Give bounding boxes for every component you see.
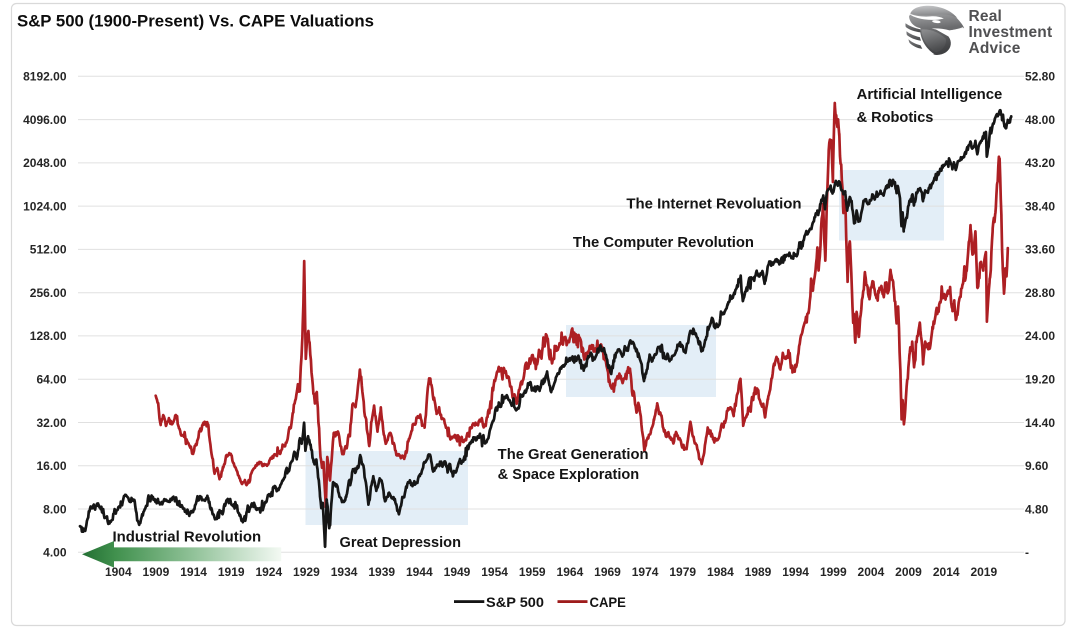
- svg-text:& Space Exploration: & Space Exploration: [498, 467, 640, 483]
- svg-text:Industrial Revolution: Industrial Revolution: [113, 529, 262, 545]
- svg-text:& Robotics: & Robotics: [857, 110, 934, 126]
- svg-text:1954: 1954: [481, 565, 508, 579]
- svg-text:1969: 1969: [594, 565, 621, 579]
- svg-text:1924: 1924: [255, 565, 282, 579]
- svg-text:Advice: Advice: [969, 40, 1021, 57]
- svg-text:1919: 1919: [218, 565, 245, 579]
- svg-text:8.00: 8.00: [43, 502, 67, 516]
- svg-text:52.80: 52.80: [1025, 70, 1055, 84]
- svg-text:1974: 1974: [632, 565, 659, 579]
- svg-text:1929: 1929: [293, 565, 320, 579]
- svg-text:19.20: 19.20: [1025, 373, 1055, 387]
- svg-text:14.40: 14.40: [1025, 416, 1055, 430]
- svg-text:1959: 1959: [519, 565, 546, 579]
- svg-text:4096.00: 4096.00: [23, 113, 67, 127]
- svg-text:The Internet Revoluation: The Internet Revoluation: [626, 196, 801, 212]
- svg-text:48.00: 48.00: [1025, 113, 1055, 127]
- svg-text:32.00: 32.00: [36, 416, 66, 430]
- svg-text:256.00: 256.00: [30, 286, 67, 300]
- svg-text:2004: 2004: [858, 565, 885, 579]
- svg-text:-: -: [1025, 546, 1029, 560]
- svg-text:1914: 1914: [180, 565, 207, 579]
- svg-text:1949: 1949: [444, 565, 471, 579]
- svg-text:24.00: 24.00: [1025, 329, 1055, 343]
- svg-text:512.00: 512.00: [30, 243, 67, 257]
- svg-text:1934: 1934: [331, 565, 358, 579]
- svg-text:1979: 1979: [669, 565, 696, 579]
- svg-text:The Great Generation: The Great Generation: [498, 447, 649, 463]
- svg-text:4.80: 4.80: [1025, 502, 1049, 516]
- svg-text:Artificial Intelligence: Artificial Intelligence: [857, 87, 1003, 103]
- svg-text:1984: 1984: [707, 565, 734, 579]
- svg-text:8192.00: 8192.00: [23, 70, 67, 84]
- svg-text:Real: Real: [969, 8, 1003, 25]
- svg-text:33.60: 33.60: [1025, 243, 1055, 257]
- svg-text:28.80: 28.80: [1025, 286, 1055, 300]
- svg-text:Great Depression: Great Depression: [340, 535, 462, 551]
- svg-text:38.40: 38.40: [1025, 199, 1055, 213]
- svg-text:2048.00: 2048.00: [23, 156, 67, 170]
- svg-text:Investment: Investment: [969, 24, 1053, 41]
- svg-text:1909: 1909: [143, 565, 170, 579]
- svg-text:1999: 1999: [820, 565, 847, 579]
- svg-text:64.00: 64.00: [36, 373, 66, 387]
- svg-text:S&P 500 (1900-Present) Vs. CAP: S&P 500 (1900-Present) Vs. CAPE Valuatio…: [17, 12, 374, 31]
- svg-text:1964: 1964: [557, 565, 584, 579]
- svg-text:CAPE: CAPE: [590, 594, 626, 610]
- svg-text:128.00: 128.00: [30, 329, 67, 343]
- svg-text:2019: 2019: [970, 565, 997, 579]
- svg-text:1989: 1989: [745, 565, 772, 579]
- svg-text:16.00: 16.00: [36, 459, 66, 473]
- svg-text:1944: 1944: [406, 565, 433, 579]
- svg-text:1994: 1994: [782, 565, 809, 579]
- svg-text:The Computer Revolution: The Computer Revolution: [573, 235, 754, 251]
- svg-text:S&P 500: S&P 500: [486, 594, 544, 610]
- svg-text:9.60: 9.60: [1025, 459, 1049, 473]
- svg-text:1939: 1939: [368, 565, 395, 579]
- svg-text:43.20: 43.20: [1025, 156, 1055, 170]
- svg-text:1024.00: 1024.00: [23, 199, 67, 213]
- svg-text:2009: 2009: [895, 565, 922, 579]
- svg-text:4.00: 4.00: [43, 546, 67, 560]
- svg-text:1904: 1904: [105, 565, 132, 579]
- svg-text:2014: 2014: [933, 565, 960, 579]
